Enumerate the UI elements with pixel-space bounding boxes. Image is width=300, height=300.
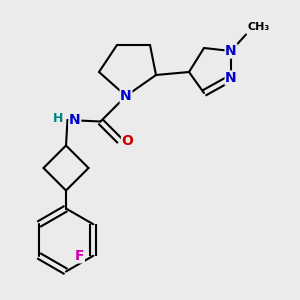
Text: N: N — [225, 71, 237, 85]
Text: N: N — [69, 113, 81, 127]
Text: CH₃: CH₃ — [248, 22, 270, 32]
Text: H: H — [52, 112, 63, 125]
Text: O: O — [122, 134, 134, 148]
Text: F: F — [75, 249, 84, 263]
Text: N: N — [225, 44, 237, 58]
Text: N: N — [120, 89, 132, 103]
